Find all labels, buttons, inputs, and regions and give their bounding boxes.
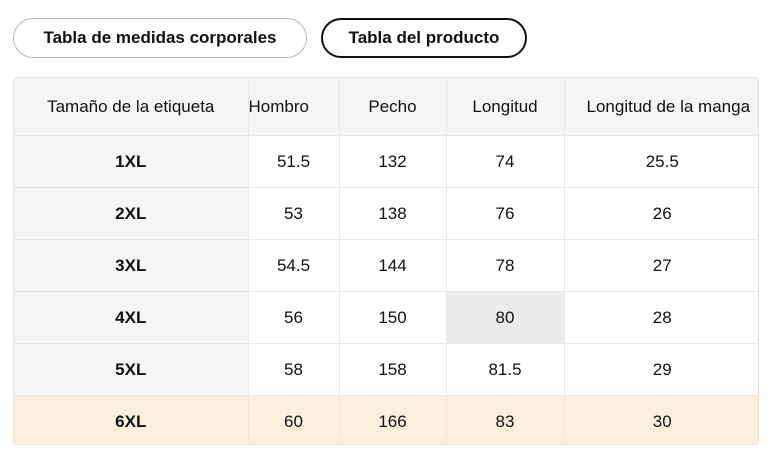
header-cell: Hombro [248,78,340,136]
measure-cell: 28 [564,291,758,344]
measure-cell: 76 [446,187,565,240]
measure-cell: 27 [564,239,758,292]
tab-button[interactable]: Tabla de medidas corporales [13,18,307,58]
measure-cell: 60 [248,395,340,444]
size-table: Tamaño de la etiqueta Hombro Pecho Longitud… [13,77,759,445]
size-label: 3XL [14,239,249,292]
table-row: 5XL 58 158 81.5 29 [14,343,758,396]
measure-cell: 138 [339,187,447,240]
measure-cell: 58 [248,343,340,396]
table-row: 4XL 56 150 80 28 [14,291,758,344]
table: Tamaño de la etiqueta Hombro Pecho Longitud… [14,78,758,444]
measure-cell: 80 [446,291,565,344]
size-label: 5XL [14,343,249,396]
size-label: 6XL [14,395,249,444]
measure-cell: 144 [339,239,447,292]
measure-cell: 25.5 [564,135,758,188]
size-label: 2XL [14,187,249,240]
measure-cell: 83 [446,395,565,444]
measure-cell: 150 [339,291,447,344]
table-row: 3XL 54.5 144 78 27 [14,239,758,292]
tab-button-active[interactable]: Tabla del producto [321,18,527,58]
measure-cell: 78 [446,239,565,292]
header-row: Tamaño de la etiqueta Hombro Pecho Longitud… [14,78,758,136]
measure-cell: 158 [339,343,447,396]
measure-cell: 132 [339,135,447,188]
measure-cell: 30 [564,395,758,444]
table-row: 2XL 53 138 76 26 [14,187,758,240]
measure-cell: 51.5 [248,135,340,188]
header-cell: Tamaño de la etiqueta [14,78,249,136]
size-label: 1XL [14,135,249,188]
measure-cell: 74 [446,135,565,188]
header-cell: Pecho [339,78,447,136]
measure-cell: 56 [248,291,340,344]
size-label: 4XL [14,291,249,344]
measure-cell: 81.5 [446,343,565,396]
measure-cell: 166 [339,395,447,444]
measure-cell: 26 [564,187,758,240]
header-cell: Longitud de la manga [564,78,758,136]
measure-cell: 29 [564,343,758,396]
table-row: 1XL 51.5 132 74 25.5 [14,135,758,188]
measure-cell: 54.5 [248,239,340,292]
measure-cell: 53 [248,187,340,240]
header-cell: Longitud [446,78,565,136]
table-row: 6XL 60 166 83 30 [14,395,758,444]
